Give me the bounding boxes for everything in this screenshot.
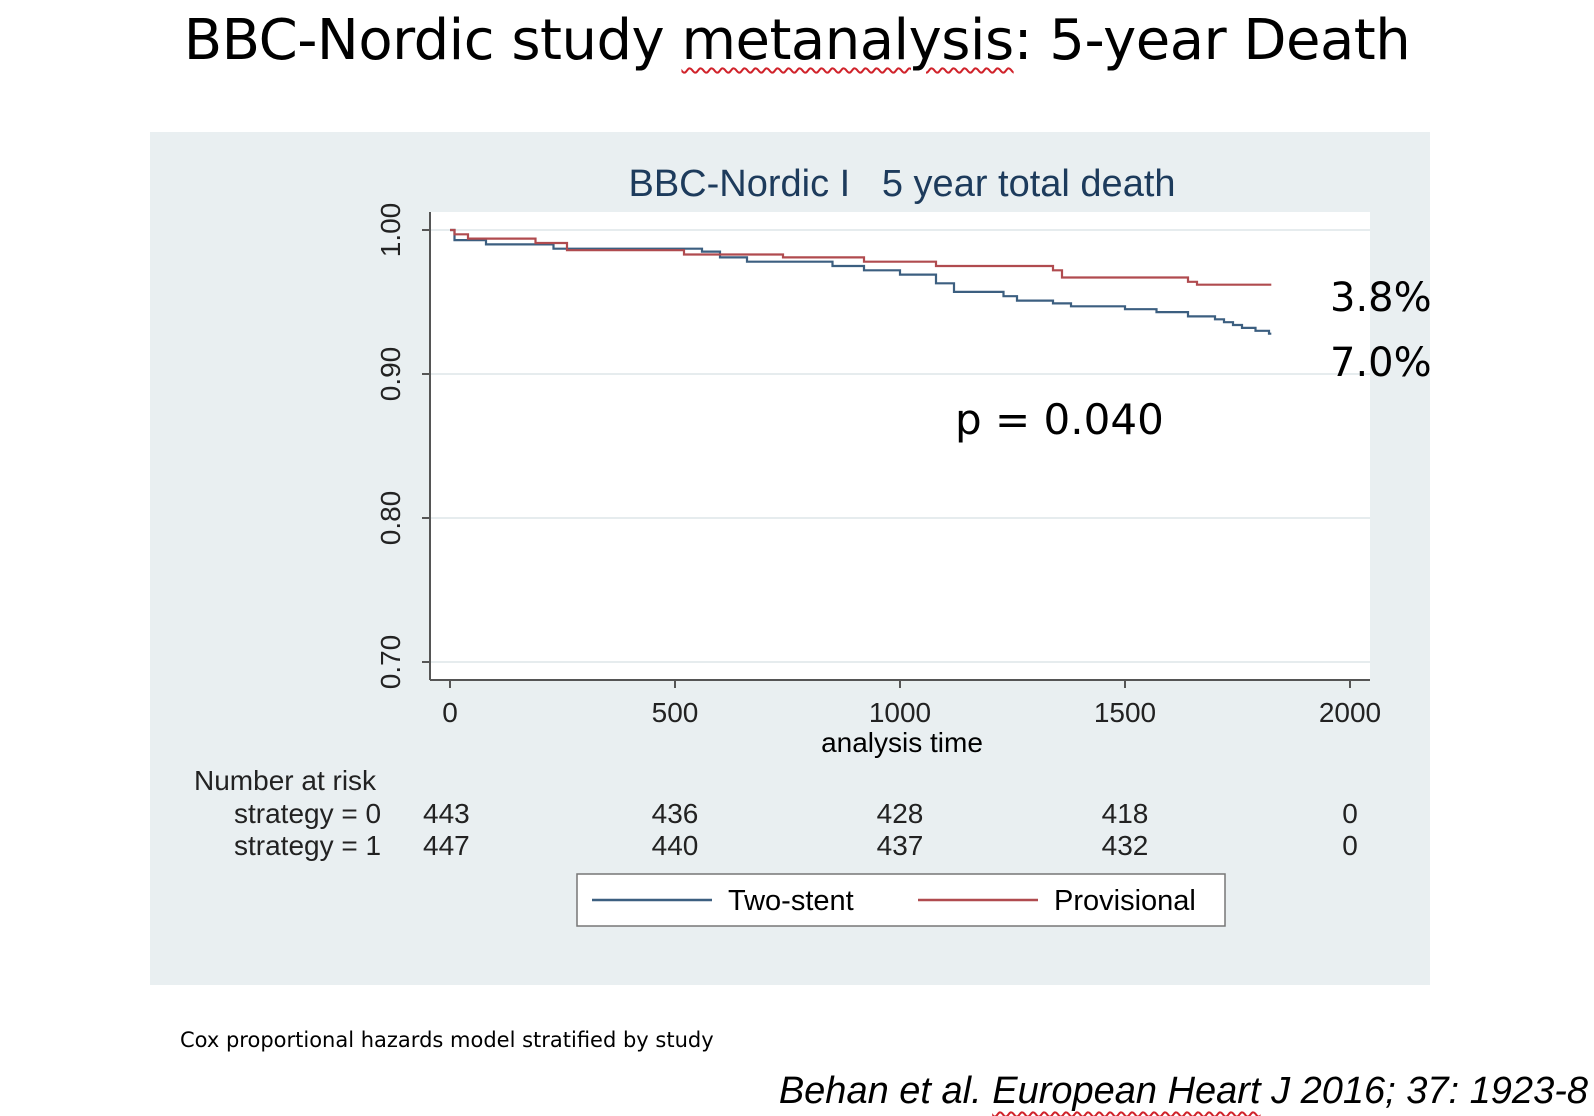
title-suffix: : 5-year Death (1013, 8, 1411, 73)
provisional-percent-annotation: 3.8% (1330, 275, 1432, 321)
y-tick-label: 1.00 (375, 203, 406, 258)
axis-layer: 0.70 0.80 0.90 1.00 0 500 1000 1500 2000 (375, 203, 1381, 728)
km-chart: BBC-Nordic I 5 year total death 0.70 0.80… (194, 163, 1381, 927)
two-stent-percent-annotation: 7.0% (1330, 340, 1432, 386)
x-tick-label: 500 (652, 697, 699, 728)
chart-title: BBC-Nordic I 5 year total death (628, 163, 1175, 205)
footnote: Cox proportional hazards model stratifie… (180, 1028, 714, 1052)
x-tick-label: 1000 (869, 697, 931, 728)
risk-cell: 428 (877, 798, 924, 829)
risk-cell: 437 (877, 830, 924, 861)
title-misspelled-word: metanalysis (681, 8, 1014, 73)
legend: Two-stent Provisional (576, 873, 1226, 927)
risk-table-header: Number at risk (194, 765, 377, 796)
risk-cell: 418 (1102, 798, 1149, 829)
chart-panel: BBC-Nordic I 5 year total death 0.70 0.80… (150, 132, 1430, 985)
p-value-annotation: p = 0.040 (955, 395, 1164, 444)
x-axis-label: analysis time (821, 727, 983, 758)
series-line-provisional (450, 228, 1272, 286)
citation-details: J 2016; 37: 1923-8 (1260, 1070, 1588, 1112)
title-prefix: BBC-Nordic study (183, 8, 682, 73)
risk-cell: 0 (1342, 830, 1358, 861)
series-line-two-stent (450, 228, 1272, 335)
y-tick-label: 0.90 (375, 347, 406, 402)
slide-title: BBC-Nordic study metanalysis: 5-year Dea… (0, 8, 1594, 73)
risk-row-label: strategy = 0 (234, 798, 381, 829)
risk-cell: 436 (652, 798, 699, 829)
x-tick-label: 1500 (1094, 697, 1156, 728)
risk-cell: 432 (1102, 830, 1149, 861)
risk-row-label: strategy = 1 (234, 830, 381, 861)
citation: Behan et al. European Heart J 2016; 37: … (779, 1070, 1588, 1113)
risk-cell: 0 (1342, 798, 1358, 829)
legend-label-provisional: Provisional (1054, 885, 1196, 917)
citation-authors: Behan et al. (778, 1070, 993, 1112)
x-tick-label: 0 (442, 697, 458, 728)
citation-journal-word: European Heart (992, 1070, 1261, 1112)
x-tick-label: 2000 (1319, 697, 1381, 728)
y-tick-label: 0.70 (375, 635, 406, 690)
risk-cell: 447 (423, 830, 470, 861)
plot-area (430, 212, 1370, 680)
series-layer (450, 228, 1272, 335)
legend-label-two-stent: Two-stent (728, 885, 854, 917)
risk-cell: 440 (652, 830, 699, 861)
risk-cell: 443 (423, 798, 470, 829)
grid-layer (430, 229, 1370, 663)
y-tick-label: 0.80 (375, 491, 406, 546)
